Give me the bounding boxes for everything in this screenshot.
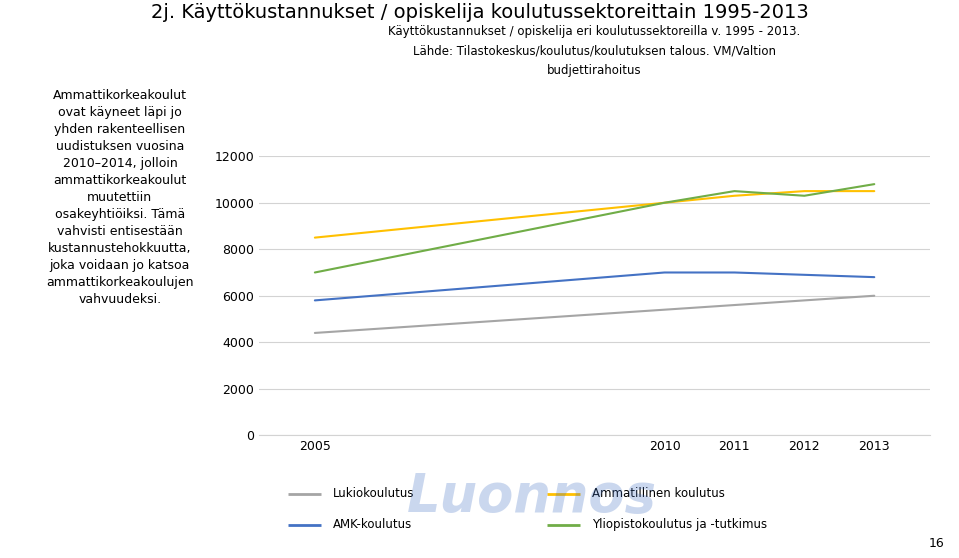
Text: Käyttökustannukset / opiskelija eri koulutussektoreilla v. 1995 - 2013.: Käyttökustannukset / opiskelija eri koul… (388, 25, 801, 38)
Text: Lähde: Tilastokeskus/koulutus/koulutuksen talous. VM/Valtion: Lähde: Tilastokeskus/koulutus/koulutukse… (413, 45, 776, 57)
Text: Ammatillinen koulutus: Ammatillinen koulutus (592, 487, 725, 501)
Text: Lukiokoulutus: Lukiokoulutus (333, 487, 414, 501)
Text: AMK-koulutus: AMK-koulutus (333, 518, 412, 531)
Text: budjettirahoitus: budjettirahoitus (548, 64, 642, 77)
Text: 16: 16 (929, 537, 945, 550)
Text: 2j. Käyttökustannukset / opiskelija koulutussektoreittain 1995-2013: 2j. Käyttökustannukset / opiskelija koul… (151, 3, 808, 22)
Text: Yliopistokoulutus ja -tutkimus: Yliopistokoulutus ja -tutkimus (592, 518, 767, 531)
Text: Ammattikorkeakoulut
ovat käyneet läpi jo
yhden rakenteellisen
uudistuksen vuosin: Ammattikorkeakoulut ovat käyneet läpi jo… (46, 89, 194, 306)
Text: Luonnos: Luonnos (408, 470, 657, 523)
